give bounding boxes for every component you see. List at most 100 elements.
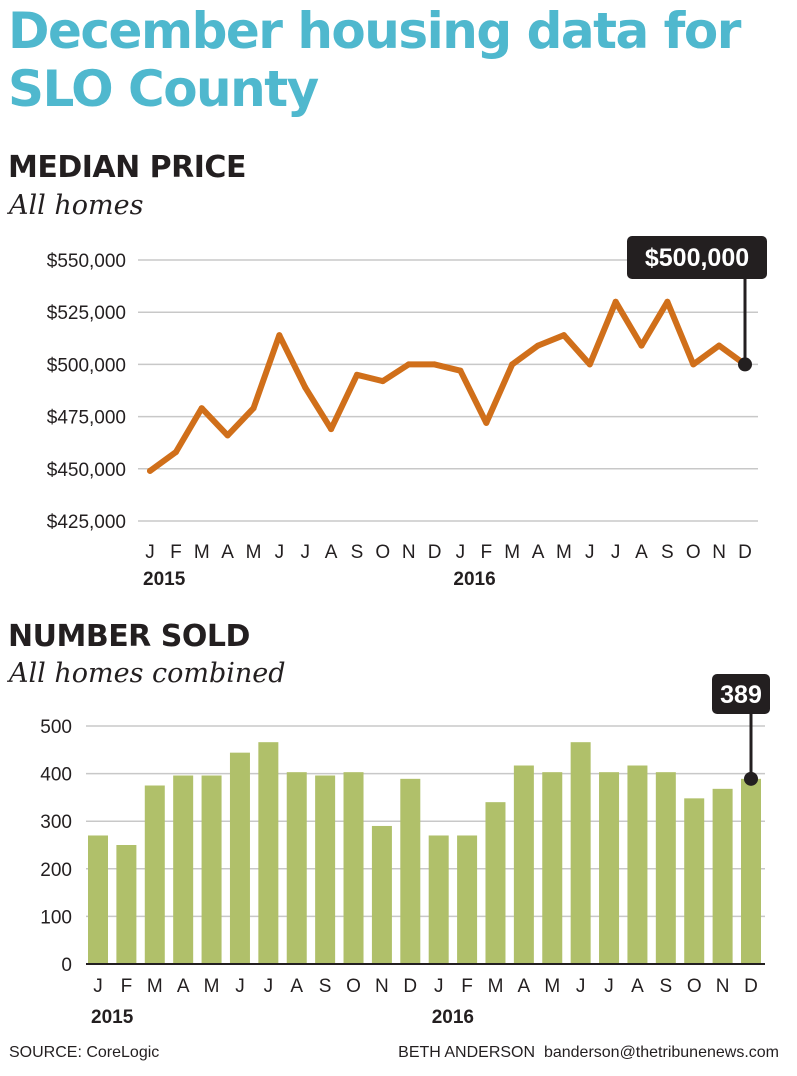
x-tick-label: F [480, 542, 492, 563]
bar [371, 825, 392, 964]
x-tick-label: A [532, 542, 545, 563]
x-tick-label: N [716, 976, 730, 997]
bar [627, 765, 648, 964]
callout-box [627, 236, 767, 279]
data-point [353, 371, 360, 378]
y-tick-label: 0 [61, 955, 72, 976]
median-price-title: MEDIAN PRICE [8, 150, 246, 185]
bar [258, 742, 279, 964]
data-point [147, 467, 153, 474]
x-tick-label: J [604, 976, 614, 997]
data-point [586, 361, 593, 368]
x-tick-label: O [375, 542, 390, 563]
x-tick-label: D [403, 976, 417, 997]
x-tick-label: F [461, 976, 473, 997]
bar [343, 772, 364, 964]
x-tick-label: M [488, 976, 504, 997]
data-point [612, 298, 619, 305]
data-point [224, 432, 231, 439]
x-tick-label: D [428, 542, 442, 563]
x-tick-label: M [194, 542, 210, 563]
bar [542, 772, 563, 964]
data-point [328, 426, 335, 433]
data-point [379, 378, 386, 385]
data-point [250, 405, 257, 412]
x-tick-label: J [275, 542, 285, 563]
x-tick-label: S [351, 542, 364, 563]
x-tick-label: F [170, 542, 182, 563]
x-tick-label: D [744, 976, 758, 997]
number-sold-title: NUMBER SOLD [8, 619, 250, 654]
data-point [509, 361, 516, 368]
data-point [535, 342, 542, 349]
x-tick-label: N [712, 542, 726, 563]
series-line-median-price [147, 298, 748, 474]
chart-title: December housing data for SLO County [8, 2, 741, 118]
bar [599, 772, 620, 964]
y-tick-label: $425,000 [47, 512, 126, 533]
bar [655, 772, 676, 964]
data-point [483, 419, 490, 426]
number-sold-subtitle: All homes combined [9, 658, 286, 689]
x-tick-label: J [434, 976, 444, 997]
y-tick-label: $550,000 [47, 251, 126, 272]
x-tick-label: N [375, 976, 389, 997]
bar [315, 775, 336, 964]
bar [741, 778, 761, 964]
data-point [457, 367, 464, 374]
data-point [664, 298, 671, 305]
bar [570, 742, 591, 964]
credit-line: BETH ANDERSON banderson@thetribunenews.c… [398, 1044, 779, 1061]
callout-marker [744, 771, 758, 786]
x-tick-label: M [246, 542, 262, 563]
x-tick-label: S [661, 542, 674, 563]
x-tick-label: S [659, 976, 672, 997]
x-tick-label: J [585, 542, 595, 563]
y-tick-label: $450,000 [47, 460, 126, 481]
data-point [690, 361, 697, 368]
x-tick-label: D [738, 542, 752, 563]
x-tick-label: M [544, 976, 560, 997]
median-price-chart: $425,000 $450,000 $475,000 $500,000 $525,000… [47, 236, 767, 590]
bar [485, 802, 506, 964]
x-tick-label: J [235, 976, 245, 997]
callout-marker [738, 357, 752, 372]
callout-value: 389 [720, 681, 762, 709]
bar [229, 752, 250, 964]
bar [88, 835, 108, 964]
x-tick-label: F [121, 976, 133, 997]
y-tick-label: $475,000 [47, 408, 126, 429]
data-point [405, 361, 412, 368]
data-point [431, 361, 438, 368]
x-tick-label: J [93, 976, 103, 997]
x-tick-label: N [402, 542, 416, 563]
callout-value: $500,000 [645, 244, 749, 272]
x-tick-label: A [290, 976, 303, 997]
bar [457, 835, 478, 964]
year-label: 2015 [143, 569, 186, 590]
y-tick-label: 500 [40, 717, 72, 738]
data-point [276, 332, 283, 339]
data-point [638, 342, 645, 349]
source-note: SOURCE: CoreLogic [9, 1044, 160, 1061]
median-price-subtitle: All homes [9, 190, 144, 221]
x-tick-label: O [686, 542, 701, 563]
x-tick-label: S [319, 976, 332, 997]
data-point [198, 405, 205, 412]
bar [144, 785, 165, 964]
year-label: 2016 [432, 1007, 474, 1028]
y-tick-label: $500,000 [47, 355, 126, 376]
year-label: 2015 [91, 1007, 134, 1028]
x-tick-label: A [177, 976, 190, 997]
data-point [560, 332, 567, 339]
data-point [302, 384, 309, 391]
year-label: 2016 [453, 569, 495, 590]
x-tick-label: M [204, 976, 220, 997]
x-tick-label: A [631, 976, 644, 997]
data-point [172, 449, 179, 456]
x-tick-label: J [576, 976, 586, 997]
x-tick-label: J [456, 542, 466, 563]
x-tick-label: J [145, 542, 155, 563]
bar [116, 845, 137, 964]
